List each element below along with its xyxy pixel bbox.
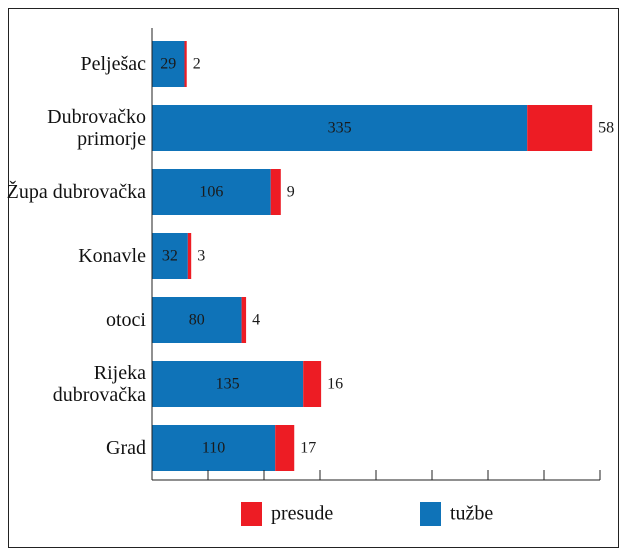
bar-segment (527, 105, 593, 151)
value-label: 16 (327, 376, 343, 393)
value-label: 335 (328, 120, 352, 137)
bar-segment (187, 233, 192, 279)
value-label: 2 (193, 56, 201, 73)
value-label: 80 (189, 312, 205, 329)
category-label: Grad (106, 437, 146, 459)
bar-segment (270, 169, 281, 215)
category-label: otoci (106, 309, 146, 331)
value-label: 106 (199, 184, 223, 201)
value-label: 9 (287, 184, 295, 201)
legend-swatch (241, 502, 262, 526)
bar-segment (152, 361, 304, 407)
category-label: Župa dubrovačka (6, 181, 146, 203)
bar-segment (152, 233, 188, 279)
bar-segment (152, 105, 528, 151)
bar-segment (152, 425, 276, 471)
bar-segment (303, 361, 322, 407)
value-label: 29 (160, 56, 176, 73)
value-label: 110 (202, 440, 225, 457)
value-label: 17 (300, 440, 316, 457)
value-label: 3 (197, 248, 205, 265)
category-label: Pelješac (80, 53, 146, 75)
bar-segment (241, 297, 247, 343)
value-label: 135 (216, 376, 240, 393)
bar-segment (152, 41, 185, 87)
legend-label: tužbe (450, 503, 493, 525)
bar-segment (152, 169, 271, 215)
value-label: 58 (598, 120, 614, 137)
frame (8, 8, 619, 548)
category-label: Rijeka dubrovačka (52, 362, 146, 406)
value-label: 32 (162, 248, 178, 265)
category-label: Konavle (78, 245, 146, 267)
bar-segment (275, 425, 295, 471)
bar-segment (184, 41, 187, 87)
bar-segment (152, 297, 242, 343)
legend-label: presude (271, 503, 333, 525)
value-label: 4 (252, 312, 260, 329)
category-label: Dubrovačko primorje (47, 106, 146, 150)
legend-swatch (420, 502, 441, 526)
